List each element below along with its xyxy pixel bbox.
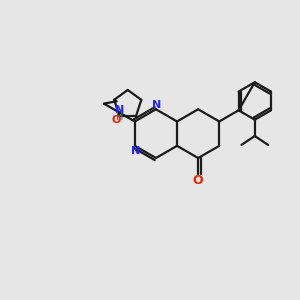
Text: O: O — [193, 174, 203, 188]
Text: N: N — [131, 146, 140, 156]
Text: O: O — [112, 115, 121, 125]
Text: H: H — [116, 112, 123, 122]
Text: N: N — [115, 105, 124, 115]
Text: N: N — [152, 100, 161, 110]
